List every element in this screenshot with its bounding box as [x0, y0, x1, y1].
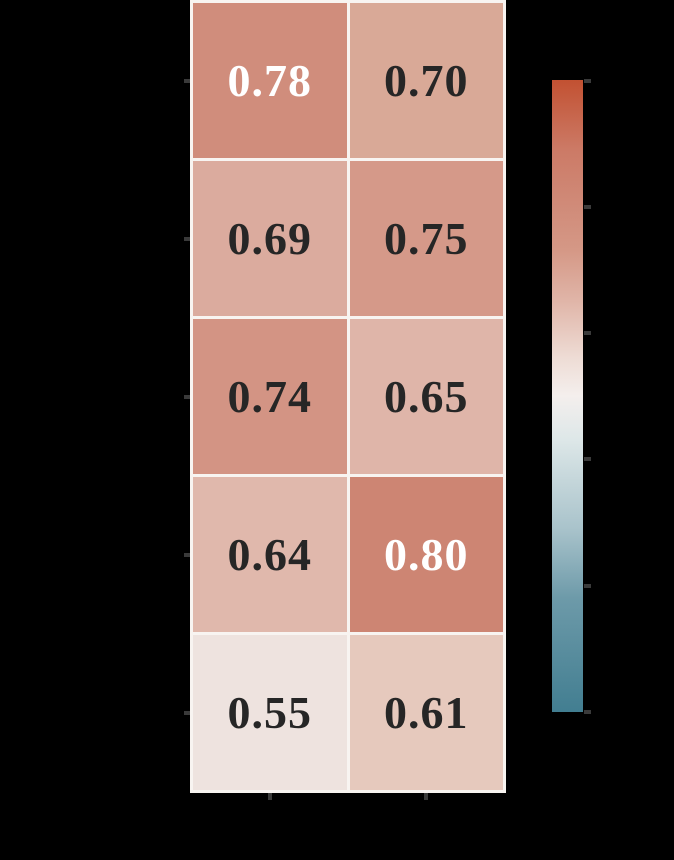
cell-value: 0.61: [384, 686, 469, 738]
heatmap-cell: 0.61: [349, 635, 503, 790]
heatmap-cell: 0.80: [349, 477, 503, 632]
colorbar-tick: [584, 78, 591, 83]
cell-value: 0.69: [227, 212, 312, 264]
x-axis-tick: [424, 793, 429, 800]
heatmap-cell: 0.74: [193, 319, 347, 474]
x-axis-tick: [267, 793, 272, 800]
heatmap-cell: 0.64: [193, 477, 347, 632]
colorbar-tick: [584, 204, 591, 209]
cell-value: 0.80: [384, 528, 469, 580]
heatmap: 0.78 0.70 0.69 0.75 0.74 0.65 0.64 0.80 …: [190, 0, 506, 793]
y-axis-tick: [184, 78, 190, 83]
cell-value: 0.65: [384, 370, 469, 422]
y-axis-tick: [184, 710, 190, 715]
colorbar-tick: [584, 583, 591, 588]
heatmap-cell: 0.65: [349, 319, 503, 474]
heatmap-cell: 0.75: [349, 161, 503, 316]
y-axis-tick: [184, 236, 190, 241]
heatmap-cell: 0.69: [193, 161, 347, 316]
heatmap-cell: 0.55: [193, 635, 347, 790]
y-axis-tick: [184, 394, 190, 399]
y-axis-tick: [184, 552, 190, 557]
cell-value: 0.55: [227, 686, 312, 738]
cell-value: 0.64: [227, 528, 312, 580]
cell-value: 0.74: [227, 370, 312, 422]
cell-value: 0.75: [384, 212, 469, 264]
heatmap-cell: 0.70: [349, 3, 503, 158]
colorbar-gradient: [552, 80, 583, 712]
colorbar-tick: [584, 331, 591, 336]
cell-value: 0.78: [227, 54, 312, 106]
colorbar-tick: [584, 457, 591, 462]
heatmap-cell: 0.78: [193, 3, 347, 158]
colorbar-tick: [584, 710, 591, 714]
cell-value: 0.70: [384, 54, 469, 106]
